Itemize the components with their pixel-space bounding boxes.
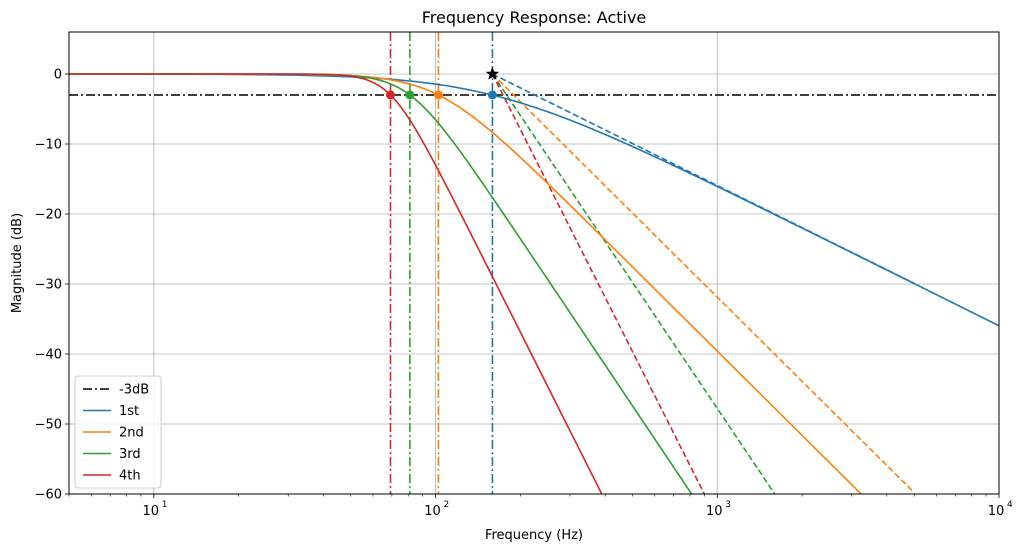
legend-box bbox=[74, 375, 162, 489]
x-tick-exponent: 2 bbox=[444, 500, 450, 510]
y-tick-label: −30 bbox=[35, 278, 62, 293]
x-tick-label: 10 bbox=[988, 504, 1005, 519]
cutoff-marker-1st bbox=[487, 90, 497, 100]
cutoff-marker-3rd bbox=[405, 90, 415, 100]
cutoff-marker-4th bbox=[385, 90, 395, 100]
y-tick-label: −20 bbox=[35, 208, 62, 223]
x-tick-label: 10 bbox=[143, 504, 160, 519]
y-tick-label: −10 bbox=[35, 138, 62, 153]
y-tick-label: 0 bbox=[54, 68, 62, 83]
y-tick-label: −40 bbox=[35, 348, 62, 363]
curve-4th bbox=[69, 73, 603, 494]
cutoff-vertical-lines bbox=[389, 32, 494, 494]
legend-label-2nd: 2nd bbox=[119, 426, 144, 441]
asymptote-3rd bbox=[491, 73, 776, 494]
x-tick-label: 10 bbox=[424, 504, 441, 519]
chart-title: Frequency Response: Active bbox=[422, 8, 647, 27]
legend-label-4th: 4th bbox=[119, 469, 141, 484]
asymptote-4th bbox=[491, 73, 706, 494]
x-tick-exponent: 4 bbox=[1007, 500, 1013, 510]
legend-label--3dB: -3dB bbox=[119, 383, 149, 398]
plot-frame bbox=[68, 31, 1000, 495]
x-tick-exponent: 3 bbox=[725, 500, 731, 510]
x-tick-label: 10 bbox=[706, 504, 723, 519]
legend-label-1st: 1st bbox=[119, 404, 139, 419]
y-axis-label: Magnitude (dB) bbox=[10, 213, 25, 313]
asymptote-2nd bbox=[491, 73, 915, 494]
legend: -3dB 1st 2nd 3rd 4th bbox=[74, 375, 162, 489]
cutoff-marker-2nd bbox=[433, 90, 443, 100]
cutoff-markers bbox=[385, 67, 500, 100]
x-tick-exponent: 1 bbox=[162, 500, 168, 510]
x-axis-label: Frequency (Hz) bbox=[485, 528, 583, 543]
legend-label-3rd: 3rd bbox=[119, 447, 141, 462]
response-curves bbox=[69, 73, 999, 494]
y-tick-label: −60 bbox=[35, 488, 62, 503]
design-frequency-star bbox=[485, 67, 500, 80]
y-tick-label: −50 bbox=[35, 418, 62, 433]
